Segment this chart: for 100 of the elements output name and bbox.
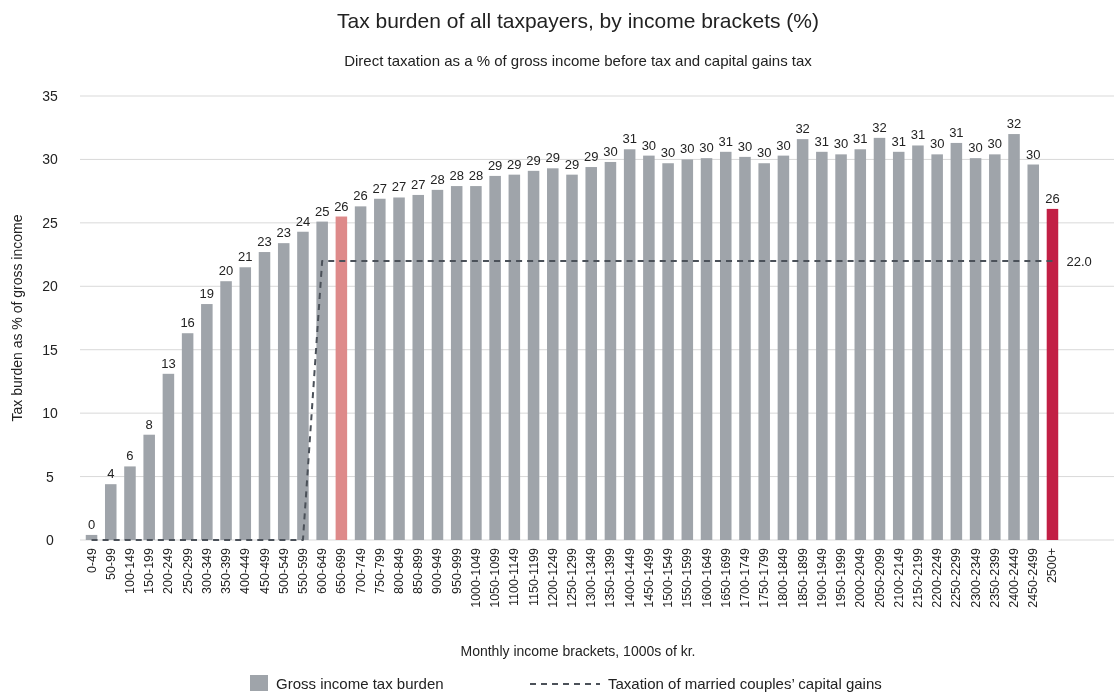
bar [527, 170, 540, 540]
data-label: 23 [276, 225, 291, 241]
bar [854, 149, 867, 540]
bar [470, 186, 482, 540]
bar [508, 174, 521, 540]
data-label: 28 [430, 171, 445, 187]
bar [796, 139, 809, 540]
bar [758, 163, 770, 540]
legend-label: Gross income tax burden [276, 675, 444, 692]
y-tick-label: 35 [42, 88, 58, 104]
data-label: 31 [891, 133, 906, 149]
x-tick-label: 2400-2449 [1007, 547, 1022, 608]
data-label: 29 [583, 149, 599, 165]
data-label: 25 [314, 203, 330, 219]
bar [1046, 208, 1059, 540]
x-tick-label: 1400-1449 [622, 547, 637, 608]
data-label: 31 [910, 127, 926, 143]
data-label: 23 [257, 234, 272, 250]
x-tick-label: 1800-1849 [776, 547, 791, 608]
x-tick-label: 200-249 [161, 547, 176, 594]
x-tick-label: 350-399 [219, 547, 234, 594]
x-tick-label: 1250-1299 [565, 547, 579, 608]
bar [316, 221, 328, 540]
legend-label: Taxation of married couples’ capital gains [608, 675, 882, 692]
y-tick-label: 0 [46, 532, 55, 548]
bar [604, 161, 617, 540]
x-tick-label: 300-349 [199, 547, 214, 594]
data-label: 32 [1006, 116, 1022, 132]
data-label: 31 [853, 131, 868, 147]
data-label: 27 [411, 176, 426, 192]
bar [277, 243, 290, 540]
bar [124, 466, 136, 540]
bar [700, 158, 713, 540]
bar [374, 198, 386, 540]
data-label: 30 [1026, 146, 1041, 162]
x-tick-label: 1750-1799 [757, 547, 772, 608]
data-label: 8 [145, 416, 153, 432]
bar [585, 167, 597, 540]
data-label: 30 [929, 136, 945, 152]
x-tick-label: 700-749 [353, 547, 368, 594]
x-tick-label: 750-799 [372, 547, 387, 594]
x-tick-label: 1500-1549 [661, 547, 676, 608]
data-label: 19 [199, 286, 215, 302]
data-label: 16 [180, 315, 195, 331]
x-tick-label: 1650-1699 [718, 547, 733, 608]
x-tick-label: 100-149 [122, 547, 137, 594]
chart-subtitle: Direct taxation as a % of gross income before tax and capital gains tax [344, 52, 813, 69]
data-label: 30 [641, 137, 657, 153]
bar [873, 137, 886, 540]
bar [623, 149, 636, 540]
data-label: 26 [1045, 190, 1060, 206]
data-label: 28 [449, 168, 464, 184]
y-tick-label: 25 [42, 214, 58, 231]
bar [431, 189, 444, 540]
x-tick-label: 1000-1049 [468, 547, 483, 608]
x-tick-label: 2050-2099 [872, 547, 887, 608]
x-tick-label: 900-949 [430, 547, 445, 594]
x-tick-label: 0-49 [84, 547, 99, 574]
x-tick-label: 2300-2349 [968, 547, 983, 608]
bar [220, 281, 232, 540]
data-label: 30 [833, 136, 849, 152]
bar [181, 333, 194, 540]
bar [1008, 134, 1020, 540]
bar [1027, 164, 1040, 540]
bar [912, 145, 924, 540]
bar [989, 154, 1001, 540]
x-tick-label: 2350-2399 [987, 547, 1002, 608]
bar [393, 197, 405, 540]
data-label: 20 [218, 263, 234, 279]
bar [931, 154, 943, 540]
data-label: 32 [795, 121, 810, 137]
y-tick-label: 30 [42, 151, 58, 168]
x-tick-label: 450-499 [257, 547, 272, 594]
bar [816, 151, 828, 540]
chart-title: Tax burden of all taxpayers, by income brackets (%) [336, 9, 820, 32]
data-label: 29 [507, 156, 522, 172]
x-tick-label: 1550-1599 [680, 547, 695, 608]
bar [547, 168, 559, 540]
y-tick-label: 5 [46, 468, 55, 485]
x-tick-label: 2200-2249 [930, 547, 945, 608]
data-label: 32 [872, 119, 887, 135]
x-tick-label: 150-199 [142, 547, 157, 594]
x-tick-label: 1350-1399 [603, 547, 618, 608]
x-tick-label: 600-649 [315, 547, 330, 594]
x-tick-label: 1850-1899 [795, 547, 810, 608]
x-tick-label: 950-999 [449, 547, 464, 594]
y-tick-label: 10 [42, 405, 58, 422]
data-label: 31 [814, 133, 830, 149]
x-tick-label: 1700-1749 [737, 547, 752, 608]
bar [777, 155, 790, 540]
x-tick-label: 850-899 [411, 547, 426, 594]
bar [162, 373, 175, 540]
data-label: 30 [968, 140, 983, 156]
y-tick-label: 20 [42, 278, 58, 295]
data-label: 30 [737, 138, 753, 154]
x-tick-label: 2100-2149 [891, 547, 906, 608]
x-tick-label: 1150-1199 [526, 547, 541, 606]
data-label: 26 [353, 188, 368, 204]
data-label: 30 [660, 145, 676, 161]
x-tick-label: 500-549 [276, 547, 291, 594]
